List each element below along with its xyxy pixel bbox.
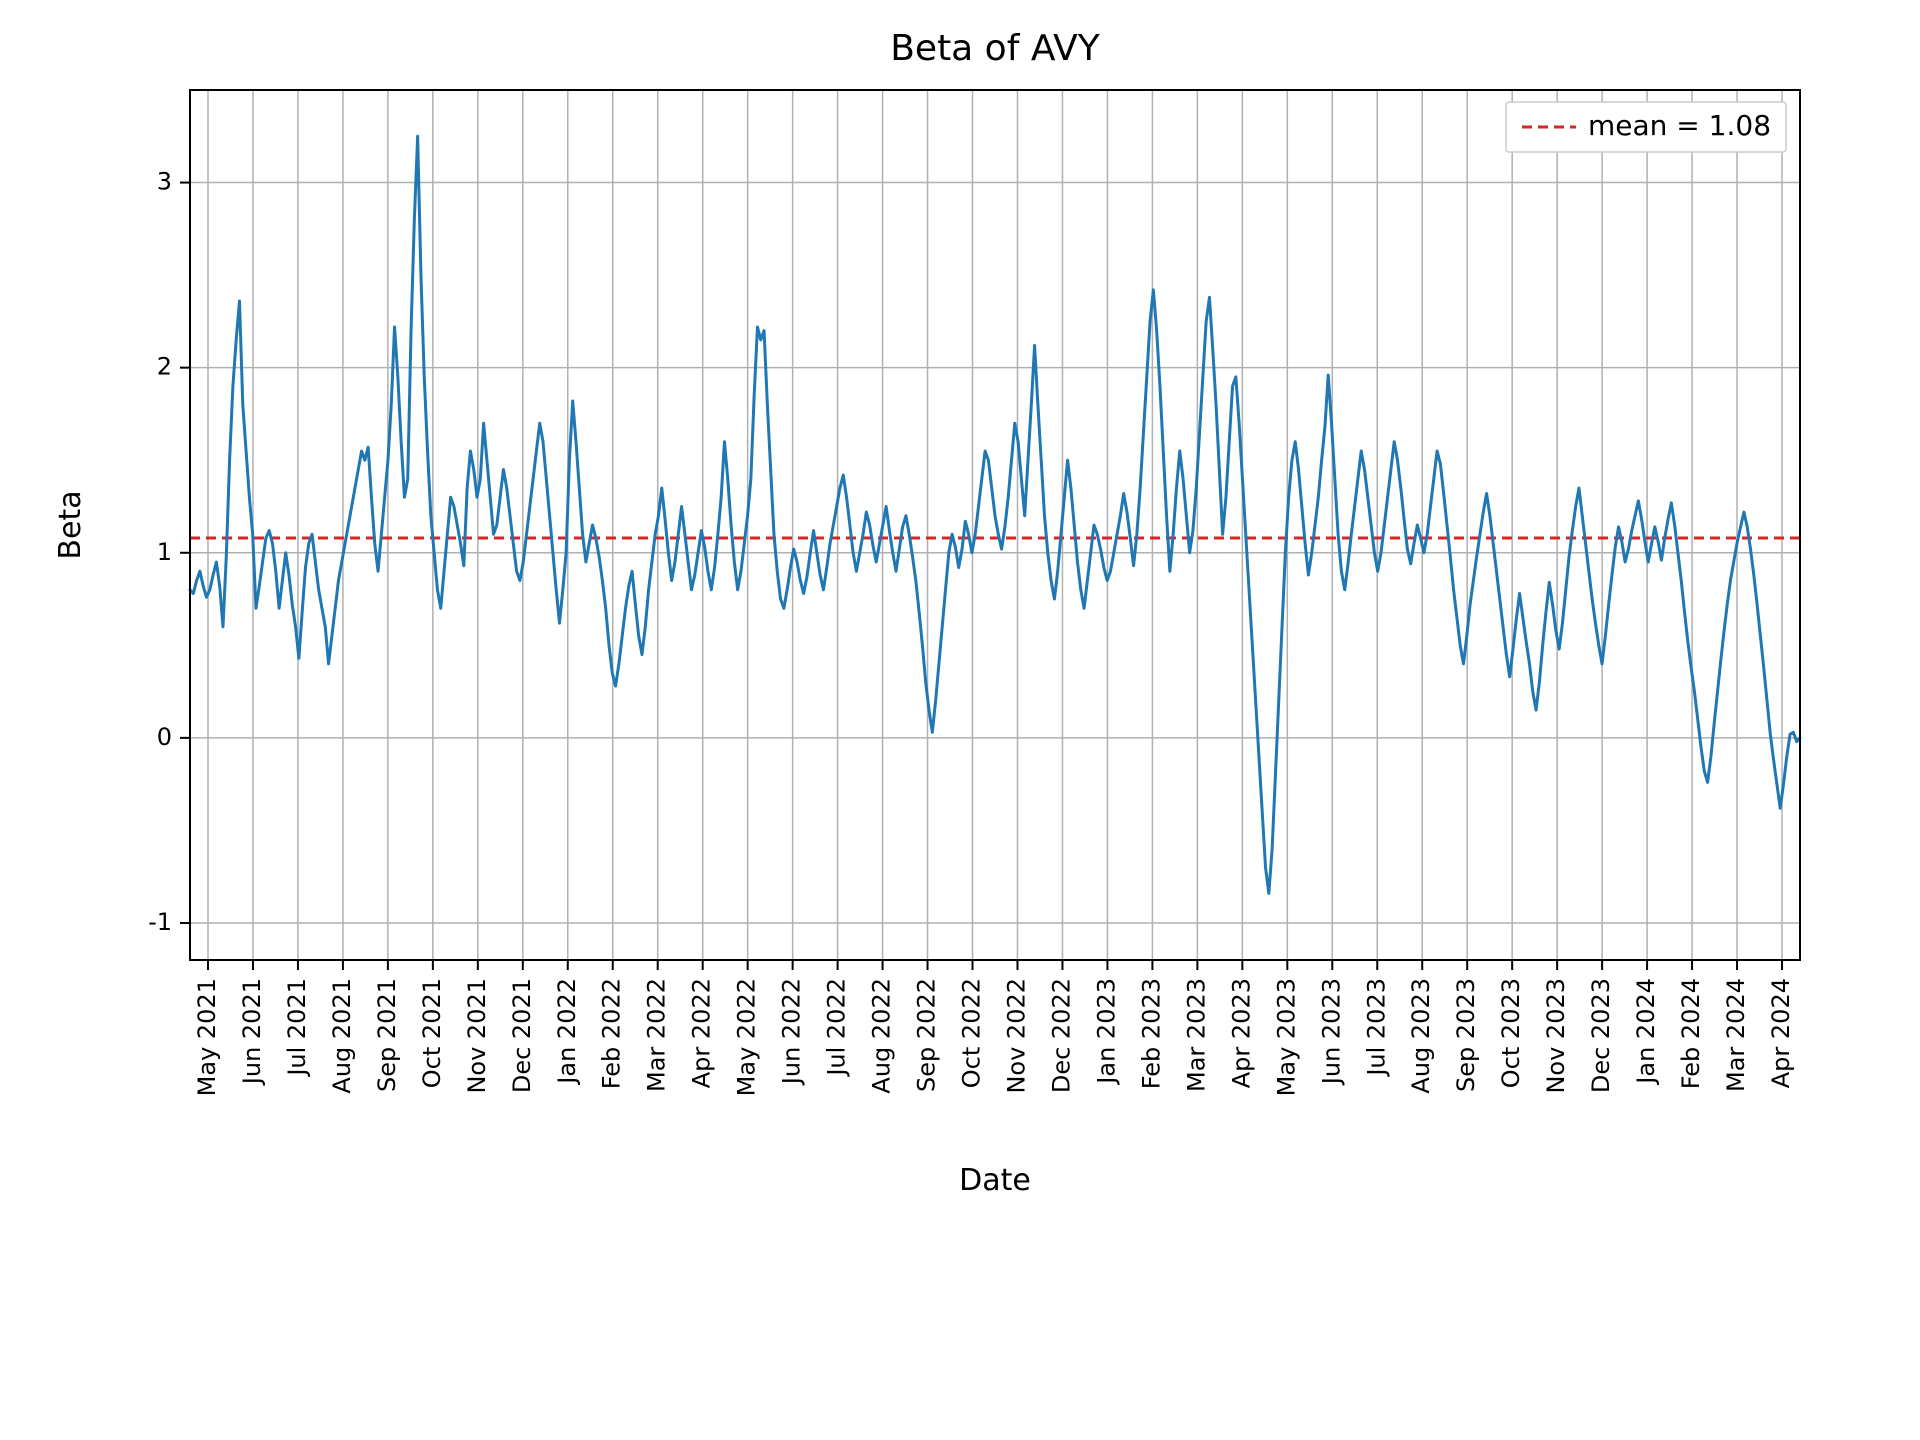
- x-tick-label: Jan 2024: [1632, 978, 1660, 1086]
- x-tick-label: Nov 2022: [1002, 978, 1030, 1094]
- x-tick-label: May 2023: [1272, 978, 1300, 1096]
- x-tick-label: Jun 2022: [778, 978, 806, 1086]
- x-tick-label: Dec 2021: [508, 978, 536, 1093]
- x-tick-label: Jan 2022: [553, 978, 581, 1086]
- x-tick-label: Jul 2021: [283, 978, 311, 1078]
- chart-svg: -1 0 1 2 3 May 2021 Jun 2021 Jul 2021 Aug 2021 Se…: [0, 0, 1920, 1440]
- y-tick-label: 2: [157, 353, 172, 381]
- x-tick-label: Oct 2021: [418, 978, 446, 1088]
- x-tick-label: Oct 2023: [1497, 978, 1525, 1088]
- x-tick-label: Oct 2022: [958, 978, 986, 1088]
- x-tick-label: Dec 2022: [1047, 978, 1075, 1093]
- x-tick-label: Feb 2022: [598, 978, 626, 1089]
- y-tick-label: 1: [157, 538, 172, 566]
- x-tick-label: Jun 2021: [238, 978, 266, 1086]
- x-tick-label: Aug 2021: [328, 978, 356, 1094]
- x-tick-label: Jul 2022: [823, 978, 851, 1078]
- x-tick-label: Sep 2023: [1452, 978, 1480, 1092]
- legend: mean = 1.08: [1506, 102, 1786, 152]
- x-tick-label: May 2021: [193, 978, 221, 1096]
- x-tick-label: Aug 2023: [1407, 978, 1435, 1094]
- x-axis-label: Date: [959, 1163, 1031, 1198]
- chart-title: Beta of AVY: [890, 28, 1101, 69]
- x-tick-label: Sep 2021: [373, 978, 401, 1092]
- y-tick-label: 0: [157, 723, 172, 751]
- y-tick-label: 3: [157, 168, 172, 196]
- x-tick-label: Sep 2022: [913, 978, 941, 1092]
- x-tick-label: Mar 2022: [643, 978, 671, 1092]
- x-tick-label: Feb 2024: [1677, 978, 1705, 1089]
- x-tick-label: Aug 2022: [868, 978, 896, 1094]
- y-tick-label: -1: [148, 908, 172, 936]
- x-tick-label: Nov 2021: [463, 978, 491, 1094]
- y-axis-label: Beta: [53, 490, 88, 559]
- x-tick-label: Jul 2023: [1362, 978, 1390, 1078]
- x-tick-label: Nov 2023: [1542, 978, 1570, 1094]
- x-tick-label: Jan 2023: [1092, 978, 1120, 1086]
- legend-label: mean = 1.08: [1588, 109, 1771, 142]
- x-tick-label: Dec 2023: [1587, 978, 1615, 1093]
- x-tick-label: Mar 2023: [1182, 978, 1210, 1092]
- chart-container: -1 0 1 2 3 May 2021 Jun 2021 Jul 2021 Aug 2021 Se…: [0, 0, 1920, 1440]
- x-tick-label: Apr 2024: [1767, 978, 1795, 1088]
- x-tick-label: May 2022: [733, 978, 761, 1096]
- x-tick-label: Apr 2022: [688, 978, 716, 1088]
- x-tick-label: Mar 2024: [1722, 978, 1750, 1092]
- x-tick-label: Apr 2023: [1227, 978, 1255, 1088]
- x-tick-label: Feb 2023: [1137, 978, 1165, 1089]
- x-tick-label: Jun 2023: [1317, 978, 1345, 1086]
